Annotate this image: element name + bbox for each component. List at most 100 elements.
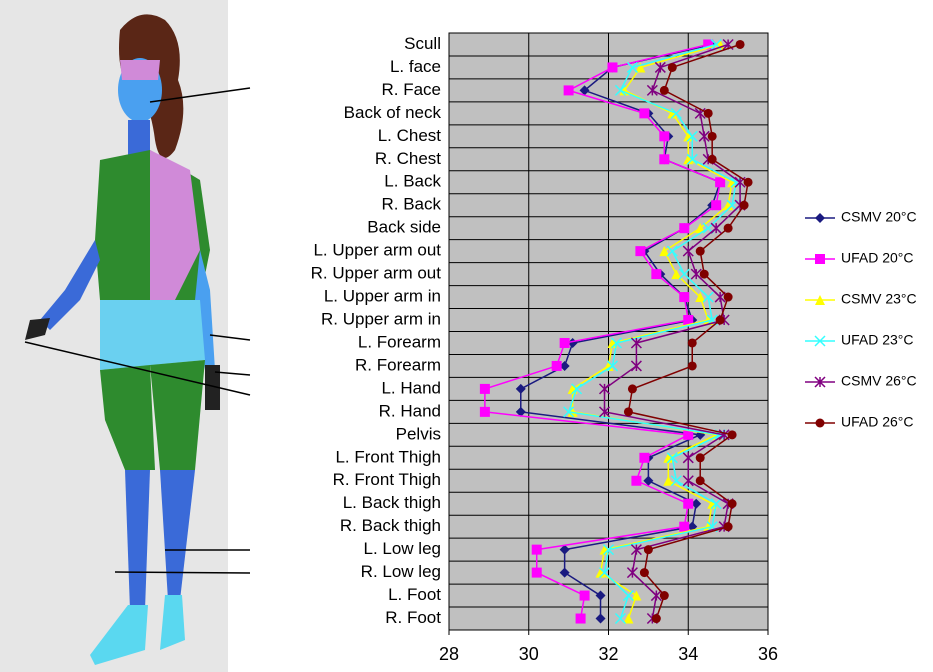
body-figure [0, 0, 250, 672]
marker [660, 86, 669, 95]
y-tick-label: L. Low leg [364, 539, 442, 558]
marker [815, 254, 825, 264]
marker [532, 568, 542, 578]
page: {"chart_data": { "type": "line", "orient… [0, 0, 933, 672]
y-tick-label: L. Back thigh [343, 493, 441, 512]
marker [628, 384, 637, 393]
marker [652, 614, 661, 623]
marker [480, 384, 490, 394]
marker [688, 361, 697, 370]
y-tick-label: Scull [404, 34, 441, 53]
marker [696, 247, 705, 256]
marker [679, 292, 689, 302]
marker [708, 155, 717, 164]
marker [724, 522, 733, 531]
marker [660, 591, 669, 600]
marker [724, 293, 733, 302]
y-tick-label: Back of neck [344, 103, 442, 122]
pointer [115, 572, 250, 573]
x-tick-label: 34 [678, 644, 698, 664]
y-tick-label: L. Upper arm in [324, 287, 441, 306]
marker [668, 63, 677, 72]
x-tick-label: 28 [439, 644, 459, 664]
marker [607, 62, 617, 72]
marker [659, 131, 669, 141]
x-tick-label: 32 [598, 644, 618, 664]
marker [740, 201, 749, 210]
y-tick-label: L. Chest [378, 126, 442, 145]
marker [651, 269, 661, 279]
x-tick-label: 36 [758, 644, 778, 664]
marker [679, 223, 689, 233]
marker [532, 545, 542, 555]
legend-item: CSMV 23°C [805, 291, 917, 307]
y-tick-label: R. Foot [385, 608, 441, 627]
y-tick-label: R. Back thigh [340, 516, 441, 535]
marker [576, 614, 586, 624]
legend-label: UFAD 20°C [841, 250, 914, 266]
y-tick-label: R. Chest [375, 149, 441, 168]
y-tick-label: Back side [367, 218, 441, 237]
y-tick-label: R. Low leg [361, 562, 441, 581]
marker [704, 109, 713, 118]
marker [683, 499, 693, 509]
legend-item: CSMV 26°C [805, 373, 917, 389]
y-tick-label: R. Back [381, 195, 441, 214]
marker [688, 338, 697, 347]
y-tick-label: R. Upper arm out [311, 264, 442, 283]
y-tick-label: L. Forearm [358, 332, 441, 351]
marker [711, 200, 721, 210]
y-tick-label: R. Hand [379, 401, 441, 420]
marker [480, 407, 490, 417]
marker [696, 453, 705, 462]
marker [708, 132, 717, 141]
legend-label: CSMV 23°C [841, 291, 917, 307]
marker [639, 108, 649, 118]
marker [716, 316, 725, 325]
legend-item: UFAD 23°C [805, 332, 914, 348]
marker [639, 453, 649, 463]
marker [696, 476, 705, 485]
y-tick-label: Pelvis [396, 424, 441, 443]
neck [128, 120, 150, 155]
marker [580, 591, 590, 601]
marker [724, 224, 733, 233]
y-tick-label: L. face [390, 57, 441, 76]
marker [564, 85, 574, 95]
marker [552, 361, 562, 371]
marker [815, 213, 825, 223]
y-tick-label: L. Back [384, 172, 441, 191]
marker [715, 177, 725, 187]
y-tick-label: R. Upper arm in [321, 310, 441, 329]
marker [560, 338, 570, 348]
marker [736, 40, 745, 49]
marker [744, 178, 753, 187]
marker [816, 419, 825, 428]
legend-label: CSMV 26°C [841, 373, 917, 389]
marker [659, 154, 669, 164]
legend-label: UFAD 26°C [841, 414, 914, 430]
legend-item: UFAD 20°C [805, 250, 914, 266]
pelvis [100, 300, 205, 370]
y-tick-label: L. Front Thigh [335, 447, 441, 466]
marker [644, 545, 653, 554]
face-part [120, 60, 160, 80]
y-tick-label: L. Hand [381, 378, 441, 397]
legend-item: CSMV 20°C [805, 209, 917, 225]
marker [635, 246, 645, 256]
marker [624, 407, 633, 416]
y-tick-label: L. Upper arm out [313, 241, 441, 260]
legend-item: UFAD 26°C [805, 414, 914, 430]
y-tick-label: L. Foot [388, 585, 441, 604]
legend-label: CSMV 20°C [841, 209, 917, 225]
marker [700, 270, 709, 279]
legend-label: UFAD 23°C [841, 332, 914, 348]
x-tick-label: 30 [519, 644, 539, 664]
marker [640, 568, 649, 577]
y-tick-label: R. Front Thigh [333, 470, 441, 489]
chart: 28 30 32 34 36 Scull L. face R. Face Back of nec… [0, 0, 933, 672]
y-tick-label: R. Face [381, 80, 441, 99]
marker [728, 430, 737, 439]
marker [631, 476, 641, 486]
marker [679, 522, 689, 532]
